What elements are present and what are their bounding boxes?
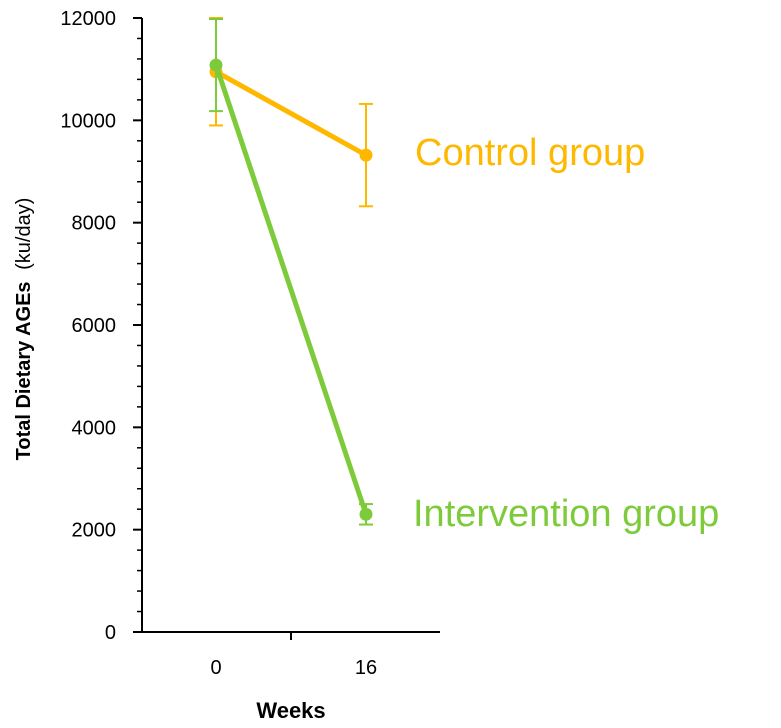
series-intervention	[209, 18, 373, 526]
x-tick-label: 0	[210, 657, 221, 679]
data-point	[359, 148, 373, 162]
x-axis-title: Weeks	[256, 698, 325, 723]
y-tick-label: 2000	[72, 520, 117, 542]
series-line	[213, 64, 369, 516]
control-group-label: Control group	[415, 132, 645, 174]
y-tick-label: 4000	[72, 417, 117, 439]
y-minor-ticks	[137, 37, 142, 613]
y-axis-title: Total Dietary AGEs (ku/day)	[13, 198, 35, 461]
intervention-group-label: Intervention group	[413, 493, 719, 535]
y-axis-title-unit: (ku/day)	[13, 198, 35, 270]
y-tick-labels: 0 2000 4000 6000 8000 10000 12000	[60, 8, 116, 644]
x-tick-labels: 0 16	[210, 657, 377, 679]
y-tick-label: 10000	[60, 110, 116, 132]
y-axis-title-main: Total Dietary AGEs	[13, 281, 35, 460]
series-labels: Control group Intervention group	[413, 132, 719, 535]
y-tick-label: 8000	[72, 213, 117, 235]
y-tick-label: 0	[105, 622, 116, 644]
series-line	[214, 69, 368, 158]
y-tick-label: 12000	[60, 8, 116, 30]
data-point	[359, 507, 373, 521]
y-major-ticks	[133, 17, 142, 633]
data-point	[209, 58, 223, 72]
x-tick-label: 16	[355, 657, 377, 679]
axes: 0 2000 4000 6000 8000 10000 12000 0 16	[60, 8, 440, 679]
series-layer	[209, 17, 373, 526]
y-tick-label: 6000	[72, 315, 117, 337]
